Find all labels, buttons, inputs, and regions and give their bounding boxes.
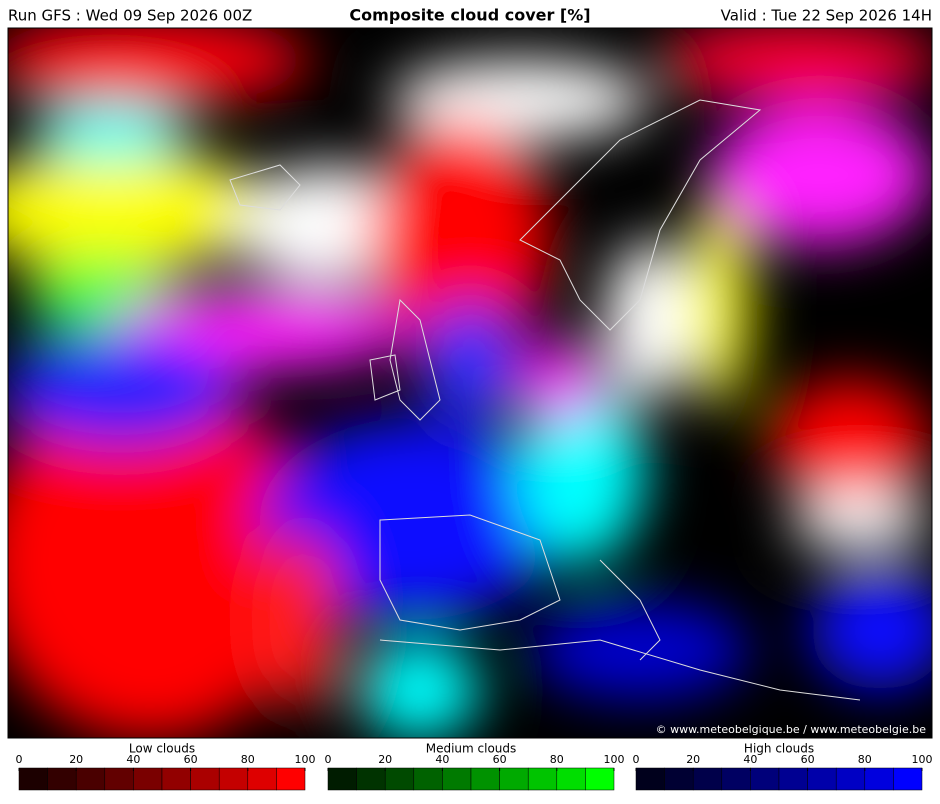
color-swatch — [327, 767, 357, 791]
legend-tick-label: 0 — [633, 753, 640, 766]
run-label: Run GFS : Wed 09 Sep 2026 00Z — [8, 7, 252, 25]
cloud-blob — [710, 105, 930, 245]
cloud-blob — [420, 300, 520, 420]
legend-tick-label: 80 — [858, 753, 872, 766]
legend-tick-label: 80 — [241, 753, 255, 766]
legend-tick-label: 0 — [16, 753, 23, 766]
map-frame — [7, 27, 933, 739]
color-swatch — [161, 767, 191, 791]
color-swatch — [499, 767, 529, 791]
color-swatch — [750, 767, 780, 791]
cloud-blob — [8, 28, 310, 105]
legend-tick-label: 60 — [801, 753, 815, 766]
legend-tick-label: 60 — [184, 753, 198, 766]
cloud-blob — [660, 28, 932, 100]
coastline — [379, 514, 561, 631]
legend-tick-label: 20 — [378, 753, 392, 766]
legend-tick-label: 100 — [295, 753, 316, 766]
coastline — [369, 354, 401, 401]
legend-label: Low clouds — [129, 742, 195, 756]
coastline — [519, 99, 762, 331]
color-swatch — [835, 767, 866, 791]
color-swatch — [190, 767, 220, 791]
color-swatch — [47, 767, 77, 791]
cloud-blob — [390, 60, 650, 140]
cloud-blob — [8, 150, 280, 270]
cloud-blob — [260, 530, 340, 710]
legend-tick-label: 20 — [686, 753, 700, 766]
color-swatch — [384, 767, 415, 791]
color-swatch — [807, 767, 837, 791]
legends: Low clouds 0 20 40 60 80 100 Medium clouds 0 20 40… — [16, 742, 933, 791]
legend-tick-label: 80 — [550, 753, 564, 766]
legend-tick-label: 40 — [126, 753, 140, 766]
coastlines — [229, 99, 861, 701]
legend-tick-label: 60 — [493, 753, 507, 766]
cloud-blob — [8, 335, 240, 445]
cloud-blob — [8, 380, 320, 738]
color-swatch — [893, 767, 923, 791]
cloud-blob — [260, 420, 560, 620]
legend-tick-label: 40 — [743, 753, 757, 766]
legend-tick-label: 40 — [435, 753, 449, 766]
copyright: © www.meteobelgique.be / www.meteobelgie… — [656, 723, 927, 736]
legend-label: Medium clouds — [426, 742, 517, 756]
valid-label: Valid : Tue 22 Sep 2026 14H — [721, 7, 932, 25]
color-swatch — [556, 767, 586, 791]
color-swatch — [104, 767, 134, 791]
cloud-blob — [790, 490, 930, 550]
color-swatch — [442, 767, 472, 791]
title: Composite cloud cover [%] — [349, 6, 590, 25]
color-swatch — [778, 767, 808, 791]
color-swatch — [75, 767, 106, 791]
legend-tick-label: 100 — [604, 753, 625, 766]
color-swatch — [585, 767, 615, 791]
map: © www.meteobelgique.be / www.meteobelgie… — [8, 28, 932, 738]
legend-label: High clouds — [744, 742, 814, 756]
legend-tick-label: 100 — [912, 753, 933, 766]
cloud-blob — [530, 600, 750, 700]
coastline — [599, 559, 661, 661]
color-swatch — [470, 767, 500, 791]
color-swatch — [18, 767, 48, 791]
legend-tick-label: 20 — [69, 753, 83, 766]
color-swatch — [247, 767, 277, 791]
color-swatch — [635, 767, 665, 791]
coastline — [229, 164, 301, 211]
cloud-blob — [360, 640, 480, 738]
cloud-blob — [605, 240, 695, 400]
cloud-blob — [370, 120, 550, 360]
color-swatch — [721, 767, 751, 791]
color-swatch — [356, 767, 386, 791]
color-swatch — [276, 767, 306, 791]
color-swatch — [692, 767, 723, 791]
color-swatch — [527, 767, 558, 791]
color-swatch — [664, 767, 694, 791]
cloud-blob — [515, 375, 645, 565]
cloud-blob — [810, 570, 932, 690]
cloud-blob — [520, 340, 600, 420]
color-swatch — [133, 767, 163, 791]
cloud-field — [8, 28, 932, 738]
cloud-blob — [770, 380, 930, 500]
color-swatch — [413, 767, 443, 791]
legend-tick-label: 0 — [325, 753, 332, 766]
coastline — [389, 298, 441, 421]
cloud-blob — [690, 190, 750, 410]
cloud-blob — [30, 100, 190, 160]
coastline — [379, 639, 861, 701]
color-swatch — [864, 767, 894, 791]
color-swatch — [218, 767, 249, 791]
